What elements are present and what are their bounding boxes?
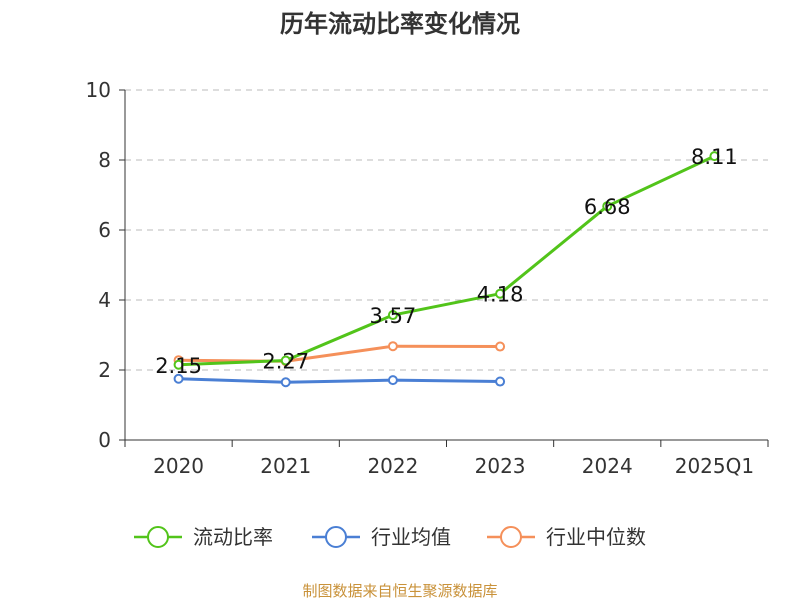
y-tick-label: 4	[98, 288, 111, 312]
data-label: 6.68	[584, 195, 631, 219]
series-line	[178, 377, 501, 384]
legend: 流动比率 行业均值 行业中位数	[134, 525, 646, 549]
y-tick-label: 6	[98, 218, 111, 242]
x-tick-label: 2020	[153, 454, 204, 478]
y-tick-label: 2	[98, 358, 111, 382]
legend-label: 行业中位数	[546, 525, 646, 549]
data-label: 2.27	[262, 350, 309, 374]
data-point	[495, 288, 506, 299]
legend-marker	[325, 526, 347, 548]
x-tick-label: 2022	[367, 454, 418, 478]
data-labels: 2.15 2.27 3.57 4.18 6.68 8.11	[155, 145, 738, 378]
y-tick-label: 10	[86, 78, 111, 102]
data-label: 8.11	[691, 145, 738, 169]
data-point	[387, 310, 398, 321]
legend-label: 行业均值	[371, 525, 451, 549]
series-line	[178, 154, 716, 367]
data-point	[709, 151, 720, 162]
x-tick-label: 2023	[475, 454, 526, 478]
legend-label: 流动比率	[193, 525, 273, 549]
grid	[125, 89, 768, 371]
data-label: 4.18	[477, 283, 524, 307]
x-tick-label: 2024	[582, 454, 633, 478]
data-point	[173, 373, 184, 384]
data-point	[173, 359, 184, 370]
data-point	[602, 201, 613, 212]
data-point	[495, 376, 506, 387]
data-label: 3.57	[370, 304, 417, 328]
data-point	[387, 375, 398, 386]
x-tick-label: 2021	[260, 454, 311, 478]
y-tick-label: 0	[98, 428, 111, 452]
data-point	[495, 341, 506, 352]
x-tick-label: 2025Q1	[675, 454, 754, 478]
data-label: 2.15	[155, 354, 202, 378]
series	[173, 151, 720, 388]
chart-title: 历年流动比率变化情况	[280, 10, 520, 38]
series-line	[178, 344, 501, 363]
axes: 0 2 4 6 8 10 2020 2021 2022 2023 2024 2025Q1	[86, 78, 769, 478]
y-tick-label: 8	[98, 148, 111, 172]
legend-marker	[500, 526, 522, 548]
data-point	[280, 377, 291, 388]
legend-marker	[147, 526, 169, 548]
data-point	[387, 341, 398, 352]
data-point	[280, 355, 291, 366]
source-note: 制图数据来自恒生聚源数据库	[302, 582, 497, 600]
